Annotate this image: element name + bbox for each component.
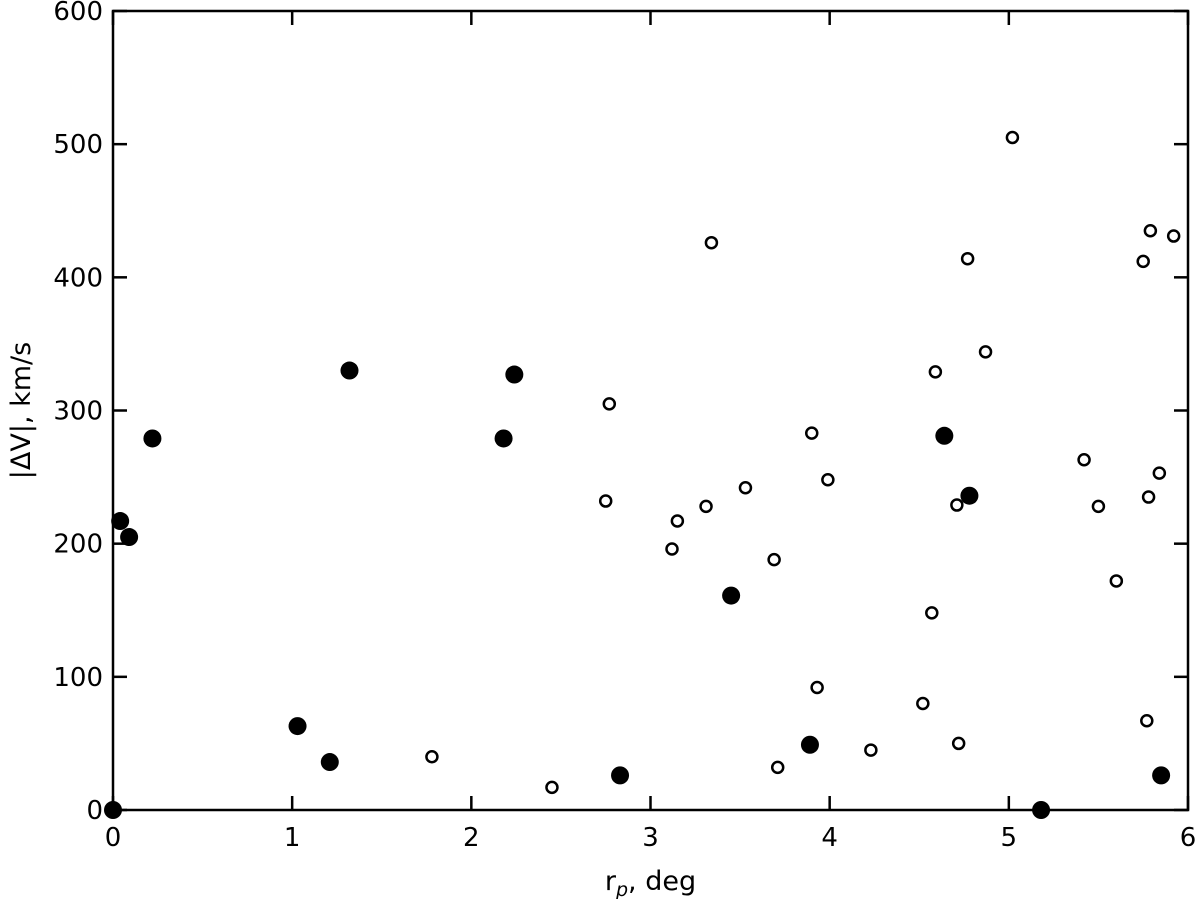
data-point-open <box>425 749 439 764</box>
data-point-open <box>1136 254 1150 269</box>
y-tick-label: 500 <box>53 130 103 160</box>
y-tick-label: 400 <box>53 263 103 293</box>
data-point-open <box>602 397 617 411</box>
y-tick-label: 200 <box>53 530 103 560</box>
data-point-filled <box>120 528 139 547</box>
data-point-open <box>704 235 719 250</box>
data-point-open <box>1077 453 1091 467</box>
data-point-open <box>951 736 966 751</box>
data-point-filled <box>288 717 307 736</box>
data-point-filled <box>935 426 954 445</box>
data-point-open <box>1143 223 1158 238</box>
data-point-open <box>1152 466 1167 480</box>
data-point-filled <box>143 429 162 448</box>
x-tick-label: 6 <box>1180 823 1197 853</box>
x-axis-label-rest: , deg <box>628 866 696 897</box>
data-point-open <box>960 251 975 266</box>
ticks-layer: 0 1 2 3 4 5 6 0 100 200 300 400 500 600 <box>53 0 1196 853</box>
data-point-filled <box>611 766 630 785</box>
data-point-open <box>916 696 930 711</box>
data-point-open <box>738 480 753 495</box>
x-axis-label: rp, deg <box>605 866 696 899</box>
data-point-filled <box>722 586 741 605</box>
data-point-filled <box>800 735 819 754</box>
x-tick-label: 0 <box>105 823 122 853</box>
data-point-open <box>665 542 679 556</box>
data-point-open <box>767 552 781 567</box>
data-point-open <box>928 365 943 379</box>
data-point-filled <box>494 429 513 448</box>
data-point-open <box>821 472 835 487</box>
plot-frame <box>111 9 1190 812</box>
data-point-open <box>1140 714 1154 728</box>
data-point-open <box>950 498 964 512</box>
y-tick-label: 100 <box>53 663 103 693</box>
x-tick-label: 3 <box>642 823 659 853</box>
x-tick-label: 4 <box>821 823 838 853</box>
data-point-open <box>810 680 824 695</box>
x-tick-label: 1 <box>284 823 301 853</box>
data-point-open <box>925 606 939 620</box>
data-point-open <box>1141 490 1156 504</box>
x-tick-label: 5 <box>1001 823 1018 853</box>
x-axis-label-main: r <box>605 866 617 897</box>
data-point-open <box>545 780 559 795</box>
data-point-filled <box>111 512 130 531</box>
data-point-open <box>1005 130 1020 145</box>
y-tick-label: 300 <box>53 397 103 427</box>
y-axis-label: |ΔV|, km/s <box>6 342 37 479</box>
data-point-filled <box>505 365 524 384</box>
points-layer <box>104 130 1181 819</box>
data-point-open <box>598 494 613 508</box>
data-point-open <box>978 345 993 359</box>
y-tick-label: 0 <box>86 796 103 826</box>
data-point-open <box>1091 499 1106 514</box>
data-point-filled <box>340 361 359 380</box>
data-point-open <box>805 426 819 440</box>
data-point-filled <box>960 486 979 505</box>
data-point-open <box>699 499 713 514</box>
data-point-open <box>1166 229 1181 243</box>
y-tick-label: 600 <box>53 0 103 27</box>
data-point-open <box>864 743 878 757</box>
data-point-filled <box>320 753 339 772</box>
data-point-open <box>1109 574 1124 588</box>
data-point-filled <box>1152 766 1171 785</box>
data-point-open <box>670 514 685 528</box>
x-tick-label: 2 <box>463 823 480 853</box>
x-axis-label-sub: p <box>615 879 628 899</box>
data-point-open <box>770 760 785 775</box>
